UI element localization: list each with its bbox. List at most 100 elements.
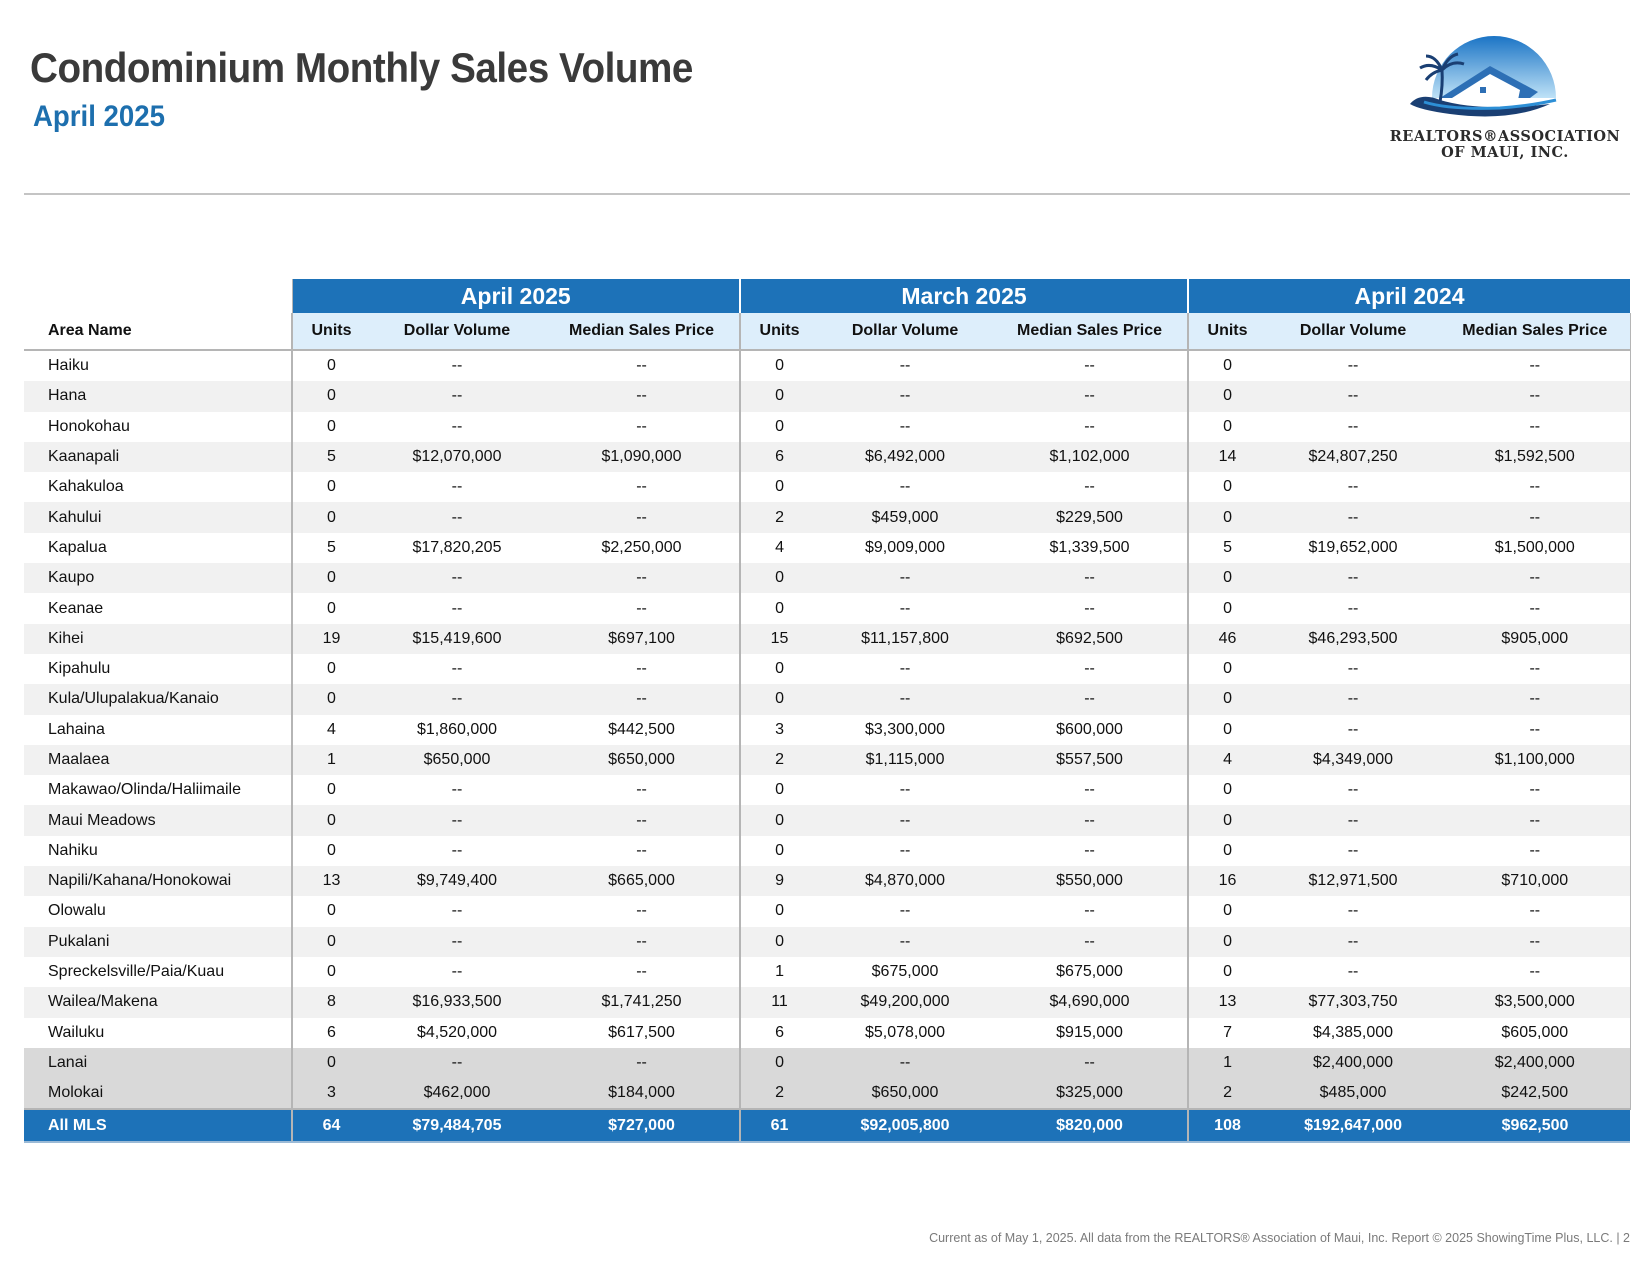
dollar-volume-cell: --: [818, 775, 993, 806]
median-sales-price-cell: $905,000: [1440, 623, 1631, 654]
units-cell: 0: [1187, 956, 1267, 988]
dollar-volume-cell: --: [818, 593, 993, 624]
column-header-units: Units: [291, 313, 370, 351]
area-name-cell: Maalaea: [24, 744, 292, 776]
median-sales-price-cell: --: [544, 684, 741, 715]
units-cell: 0: [739, 896, 819, 927]
median-sales-price-cell: $229,500: [992, 502, 1189, 533]
table-row: Keanae 0 -- -- 0 -- -- 0 -- --: [24, 593, 1631, 624]
area-name-cell: Keanae: [24, 593, 292, 624]
median-sales-price-cell: $3,500,000: [1440, 987, 1631, 1018]
units-cell: 0: [291, 381, 370, 412]
median-sales-price-cell: $442,500: [544, 714, 741, 745]
median-sales-price-cell: --: [992, 653, 1189, 685]
median-sales-price-cell: --: [1440, 896, 1631, 927]
median-sales-price-cell: --: [544, 350, 741, 382]
table-row: Kula/Ulupalakua/Kanaio 0 -- -- 0 -- -- 0 -- --: [24, 684, 1631, 715]
group-header-row: April 2025 March 2025 April 2024: [24, 279, 1631, 313]
median-sales-price-cell: $557,500: [992, 744, 1189, 776]
table-row: Haiku 0 -- -- 0 -- -- 0 -- --: [24, 350, 1631, 382]
table-row: Kipahulu 0 -- -- 0 -- -- 0 -- --: [24, 653, 1631, 685]
median-sales-price-cell: --: [992, 593, 1189, 624]
units-cell: 6: [739, 1017, 819, 1048]
association-logo: REALTORS®ASSOCIATION OF MAUI, INC.: [1380, 30, 1630, 165]
dollar-volume-cell: --: [818, 805, 993, 836]
area-name-cell: Maui Meadows: [24, 805, 292, 836]
area-name-cell: Molokai: [24, 1078, 292, 1110]
table-row: Lanai 0 -- -- 0 -- -- 1 $2,400,000 $2,400,000: [24, 1047, 1631, 1079]
units-cell: 0: [1187, 926, 1267, 957]
dollar-volume-cell: $1,115,000: [818, 744, 993, 776]
column-header-units: Units: [739, 313, 819, 351]
units-cell: 0: [291, 835, 370, 867]
median-sales-price-cell: --: [992, 563, 1189, 594]
dollar-volume-cell: --: [1266, 775, 1441, 806]
units-cell: 0: [739, 805, 819, 836]
dollar-volume-cell: --: [370, 653, 544, 685]
dollar-volume-cell: --: [1266, 714, 1441, 745]
dollar-volume-cell: $1,860,000: [370, 714, 544, 745]
units-cell: 0: [739, 472, 819, 503]
logo-text-line2: OF MAUI, INC.: [1441, 144, 1569, 161]
units-cell: 0: [291, 684, 370, 715]
median-sales-price-cell: --: [544, 926, 741, 957]
table-row: Maui Meadows 0 -- -- 0 -- -- 0 -- --: [24, 805, 1631, 836]
dollar-volume-cell: $46,293,500: [1266, 623, 1441, 654]
total-cell: $192,647,000: [1266, 1108, 1441, 1144]
table-row: Kaupo 0 -- -- 0 -- -- 0 -- --: [24, 563, 1631, 594]
units-cell: 0: [291, 1047, 370, 1079]
table-row: Nahiku 0 -- -- 0 -- -- 0 -- --: [24, 835, 1631, 867]
dollar-volume-cell: $4,870,000: [818, 866, 993, 897]
units-cell: 0: [1187, 714, 1267, 745]
units-cell: 6: [739, 441, 819, 473]
table-row: Kaanapali 5 $12,070,000 $1,090,000 6 $6,492,0…: [24, 441, 1631, 473]
dollar-volume-cell: --: [818, 896, 993, 927]
palm-tree-house-logo-icon: [1410, 36, 1557, 117]
units-cell: 0: [291, 805, 370, 836]
dollar-volume-cell: --: [1266, 835, 1441, 867]
units-cell: 0: [1187, 593, 1267, 624]
column-header-median-sales-price: Median Sales Price: [544, 313, 741, 351]
units-cell: 0: [1187, 411, 1267, 442]
dollar-volume-cell: --: [370, 956, 544, 988]
total-area-name: All MLS: [24, 1108, 292, 1144]
dollar-volume-cell: $4,520,000: [370, 1017, 544, 1048]
median-sales-price-cell: --: [1440, 411, 1631, 442]
units-cell: 0: [1187, 684, 1267, 715]
table-row: Wailuku 6 $4,520,000 $617,500 6 $5,078,000 $91…: [24, 1017, 1631, 1048]
units-cell: 1: [291, 744, 370, 776]
dollar-volume-cell: --: [370, 411, 544, 442]
median-sales-price-cell: --: [992, 1047, 1189, 1079]
header-divider: [24, 193, 1630, 195]
median-sales-price-cell: --: [1440, 563, 1631, 594]
group-header-march-2025: March 2025: [739, 279, 1189, 313]
dollar-volume-cell: --: [1266, 593, 1441, 624]
dollar-volume-cell: --: [370, 805, 544, 836]
table-body: Haiku 0 -- -- 0 -- -- 0 -- -- Hana 0 -- -- 0 -- -- 0 -- -- H…: [24, 350, 1631, 1110]
sales-volume-table: April 2025 March 2025 April 2024 Area Na…: [24, 279, 1631, 1144]
total-cell: $820,000: [992, 1108, 1189, 1144]
dollar-volume-cell: $462,000: [370, 1078, 544, 1110]
table-row: Honokohau 0 -- -- 0 -- -- 0 -- --: [24, 411, 1631, 442]
dollar-volume-cell: $12,070,000: [370, 441, 544, 473]
units-cell: 6: [291, 1017, 370, 1048]
units-cell: 0: [739, 1047, 819, 1079]
dollar-volume-cell: --: [818, 563, 993, 594]
units-cell: 0: [1187, 896, 1267, 927]
units-cell: 3: [291, 1078, 370, 1110]
units-cell: 0: [739, 835, 819, 867]
dollar-volume-cell: --: [370, 502, 544, 533]
area-name-cell: Olowalu: [24, 896, 292, 927]
dollar-volume-cell: $11,157,800: [818, 623, 993, 654]
area-name-cell: Pukalani: [24, 926, 292, 957]
dollar-volume-cell: $2,400,000: [1266, 1047, 1441, 1079]
median-sales-price-cell: $1,090,000: [544, 441, 741, 473]
page-subtitle: April 2025: [33, 100, 165, 133]
dollar-volume-cell: --: [1266, 381, 1441, 412]
dollar-volume-cell: --: [370, 593, 544, 624]
area-name-cell: Kapalua: [24, 532, 292, 564]
dollar-volume-cell: --: [1266, 926, 1441, 957]
area-name-cell: Napili/Kahana/Honokowai: [24, 866, 292, 897]
dollar-volume-cell: $3,300,000: [818, 714, 993, 745]
units-cell: 0: [739, 926, 819, 957]
